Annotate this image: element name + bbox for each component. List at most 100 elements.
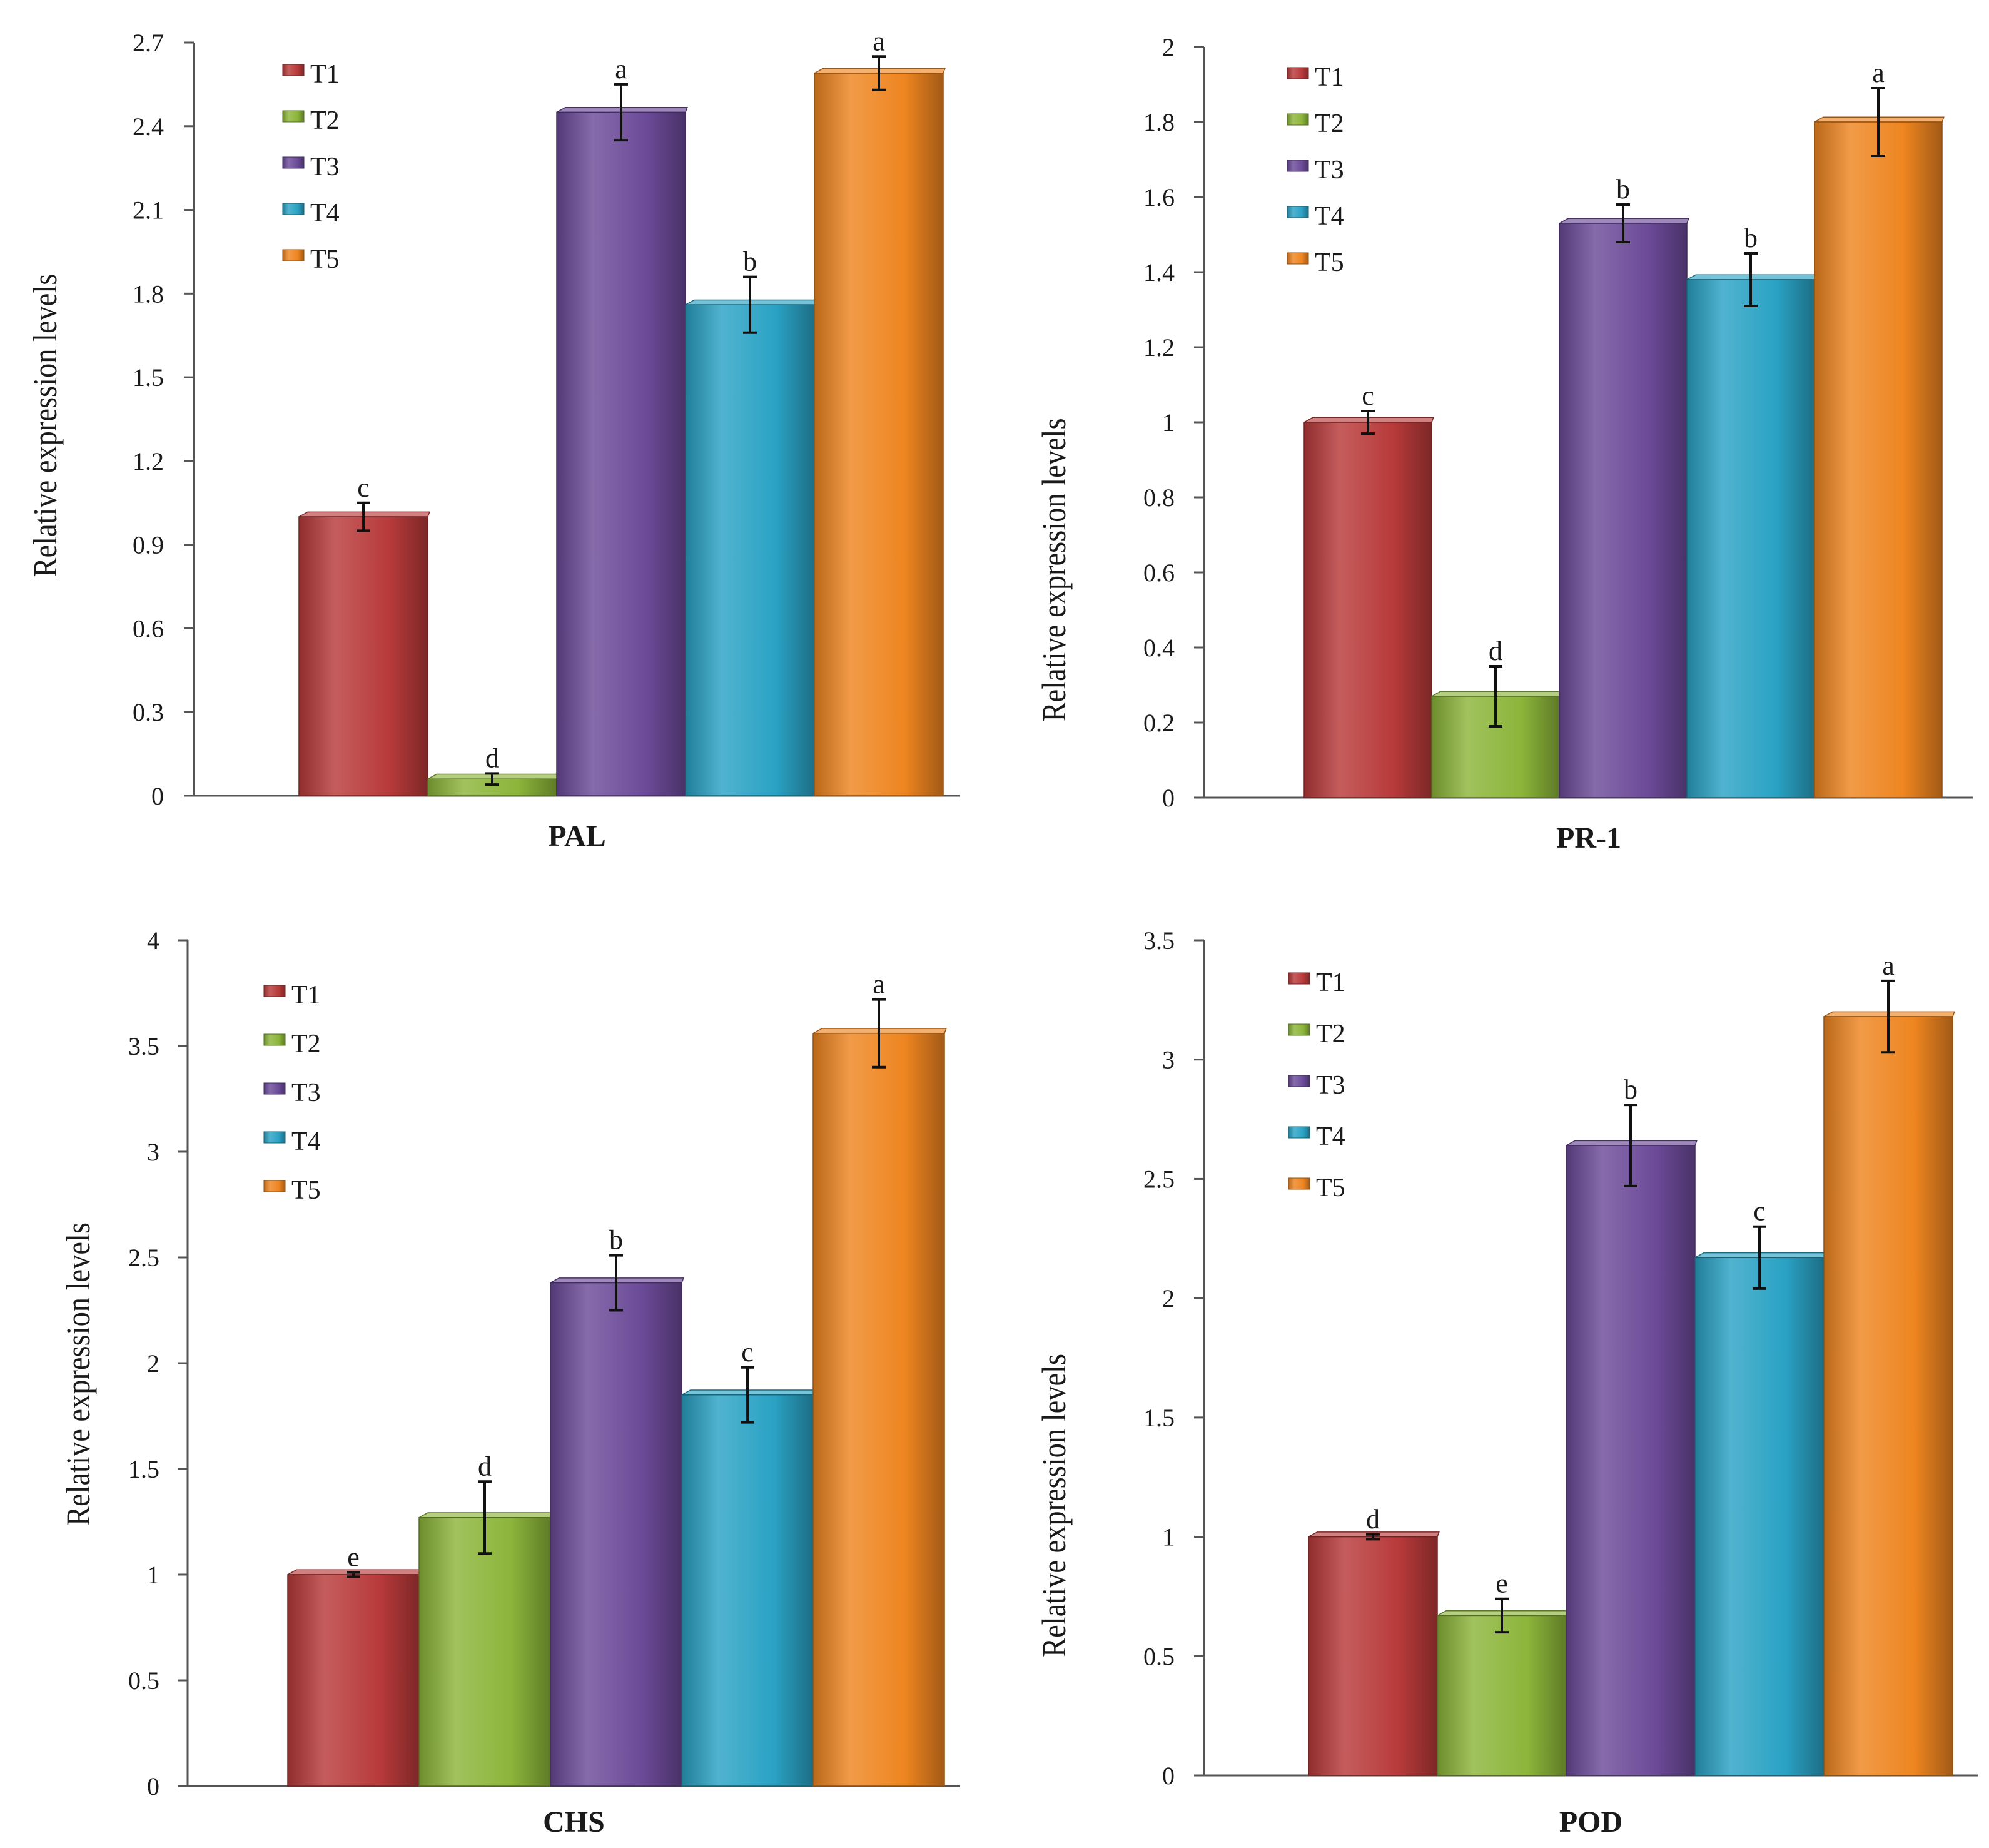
- y-tick-label: 0.4: [1143, 634, 1175, 662]
- bar-body: [1559, 223, 1688, 798]
- bar-t5: [812, 1028, 947, 1787]
- legend-swatch: [1287, 160, 1309, 172]
- legend: T1 T2 T3 T4 T5: [282, 60, 340, 274]
- legend-item-t4: T4: [1287, 202, 1344, 231]
- legend-swatch: [282, 64, 305, 76]
- legend-item-t2: T2: [282, 106, 340, 135]
- significance-letter: a: [873, 969, 885, 1000]
- y-tick-label: 1.8: [1143, 108, 1175, 136]
- y-tick-label: 2.1: [133, 196, 164, 225]
- legend-item-t3: T3: [1288, 1071, 1345, 1100]
- error-bar: [872, 55, 886, 91]
- legend-label: T2: [310, 106, 340, 135]
- legend-label: T1: [291, 981, 321, 1010]
- bar-body: [287, 1574, 420, 1787]
- bar-t3: [556, 107, 688, 796]
- legend-label: T2: [1316, 1020, 1345, 1048]
- significance-letter: a: [1882, 950, 1895, 981]
- bar-body: [1814, 121, 1943, 798]
- bar-body: [418, 1516, 551, 1787]
- y-tick-label: 2.7: [133, 29, 164, 57]
- error-bar: [1361, 410, 1375, 435]
- legend-label: T3: [310, 153, 340, 181]
- error-bar: [1489, 665, 1502, 728]
- x-axis-label: POD: [1559, 1805, 1622, 1839]
- legend-item-t5: T5: [263, 1176, 321, 1205]
- error-bar: [1366, 1533, 1380, 1541]
- legend-label: T3: [1316, 1071, 1345, 1100]
- error-bar: [347, 1571, 360, 1578]
- significance-letter: e: [1496, 1568, 1508, 1599]
- bar-t1: [287, 1569, 422, 1787]
- y-tick-label: 2: [1162, 33, 1175, 61]
- y-tick-label: 3.5: [128, 1032, 159, 1060]
- legend-swatch: [282, 156, 305, 169]
- legend-item-t1: T1: [1287, 63, 1344, 92]
- bar-t1: [1303, 417, 1434, 798]
- significance-letter: b: [1744, 223, 1758, 253]
- error-bar: [743, 275, 757, 334]
- y-tick-label: 1.8: [133, 280, 164, 308]
- bar-t4: [685, 299, 817, 796]
- bar-body: [1566, 1145, 1696, 1776]
- bar-t3: [1559, 218, 1689, 798]
- significance-letter: c: [357, 472, 370, 503]
- y-tick-label: 2.5: [128, 1244, 159, 1272]
- x-axis-label: CHS: [543, 1805, 605, 1839]
- y-tick-label: 1.5: [1143, 1404, 1175, 1432]
- y-tick-label: 2: [1162, 1284, 1175, 1312]
- legend-item-t1: T1: [263, 981, 321, 1010]
- error-bar: [741, 1366, 754, 1424]
- bar-t4: [1686, 274, 1817, 798]
- y-tick-label: 2.4: [133, 113, 164, 141]
- legend-item-t2: T2: [263, 1030, 321, 1059]
- legend: T1 T2 T3 T4 T5: [1288, 968, 1345, 1202]
- legend-swatch: [282, 110, 305, 123]
- legend-swatch: [1288, 1177, 1310, 1190]
- bar-body: [1823, 1016, 1953, 1776]
- legend-label: T2: [291, 1030, 321, 1059]
- significance-letter: a: [1872, 58, 1885, 88]
- legend-item-t1: T1: [282, 60, 340, 89]
- legend-swatch: [1287, 67, 1309, 79]
- bar-body: [556, 111, 686, 796]
- legend-swatch: [1288, 1023, 1310, 1036]
- y-tick-label: 3: [147, 1138, 159, 1166]
- chart-panel-pal: 0 0.3 0.6 0.9 1.2 1.5 1.8 2.1 2.4 2.7 Relative exp…: [26, 26, 960, 853]
- legend-swatch: [263, 1180, 286, 1192]
- bar-body: [814, 73, 944, 796]
- bar-t5: [1814, 116, 1945, 798]
- y-tick-label: 0: [151, 782, 164, 810]
- legend-item-t4: T4: [263, 1127, 321, 1156]
- error-bar: [872, 998, 886, 1069]
- y-axis-label: Relative expression levels: [1035, 418, 1073, 721]
- y-axis-label: Relative expression levels: [1035, 1354, 1073, 1657]
- legend-swatch: [1287, 206, 1309, 218]
- error-bar: [1616, 203, 1630, 243]
- legend-swatch: [282, 203, 305, 215]
- legend-item-t3: T3: [263, 1079, 321, 1107]
- y-tick-label: 1: [1162, 1523, 1175, 1551]
- significance-letter: c: [1362, 380, 1374, 411]
- bar-t5: [814, 68, 946, 796]
- chart-panel-pr-1: 0 0.2 0.4 0.6 0.8 1 1.2 1.4 1.6 1.8 2 Relative expr…: [1035, 33, 1973, 855]
- x-axis-label: PR-1: [1556, 821, 1621, 855]
- significance-letter: a: [873, 26, 885, 56]
- y-tick-label: 0.3: [133, 698, 164, 726]
- legend-label: T1: [1315, 63, 1344, 92]
- error-bar: [1753, 1225, 1766, 1290]
- significance-letter: d: [1366, 1504, 1380, 1535]
- error-bar: [485, 772, 499, 786]
- chart-panel-chs: 0 0.5 1 1.5 2 2.5 3 3.5 4 Relative expression lev…: [59, 927, 960, 1839]
- legend: T1 T2 T3 T4 T5: [1287, 63, 1344, 277]
- legend-label: T1: [1316, 968, 1345, 997]
- significance-letter: b: [1624, 1074, 1637, 1105]
- error-bar: [1495, 1597, 1509, 1634]
- legend: T1 T2 T3 T4 T5: [263, 981, 321, 1205]
- significance-letter: c: [741, 1337, 754, 1368]
- legend-swatch: [263, 1033, 286, 1046]
- y-tick-label: 0.8: [1143, 484, 1175, 512]
- legend-swatch: [282, 249, 305, 261]
- legend-label: T1: [310, 60, 340, 89]
- bar-t5: [1823, 1011, 1955, 1776]
